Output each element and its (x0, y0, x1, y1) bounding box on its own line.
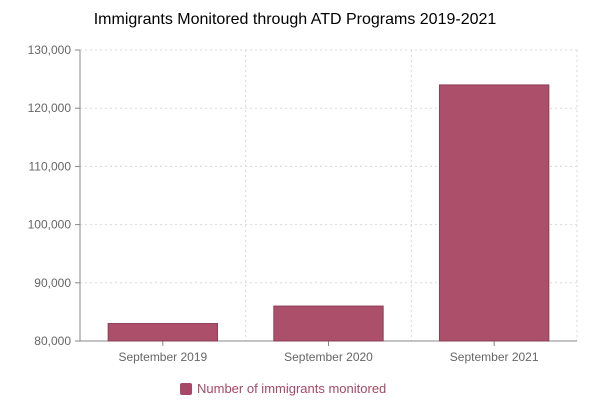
bars (107, 84, 550, 342)
x-tick-label: September 2020 (284, 350, 373, 364)
y-tick-label: 80,000 (34, 334, 71, 348)
legend-label: Number of immigrants monitored (197, 381, 387, 396)
y-tick-label: 120,000 (28, 101, 72, 115)
x-tick-label: September 2021 (450, 350, 539, 364)
chart-title: Immigrants Monitored through ATD Program… (93, 11, 497, 28)
y-tick-label: 130,000 (28, 43, 72, 57)
bar (438, 84, 550, 342)
tick-labels: 80,000 90,000 100,000 110,000 120,000 130,000… (28, 43, 539, 364)
y-tick-label: 90,000 (34, 276, 71, 290)
legend[interactable]: Number of immigrants monitored (180, 381, 386, 396)
legend-swatch (180, 382, 192, 395)
y-tick-label: 100,000 (28, 218, 72, 232)
bar (273, 305, 384, 342)
y-tick-label: 110,000 (29, 159, 72, 173)
gridlines (80, 49, 578, 341)
bar (107, 323, 219, 342)
x-tick-label: September 2019 (118, 350, 207, 364)
